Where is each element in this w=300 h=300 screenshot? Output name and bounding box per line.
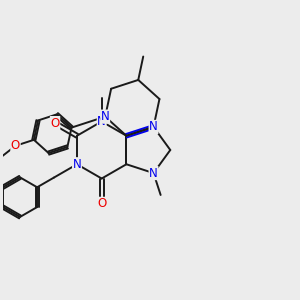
Text: N: N: [97, 115, 106, 128]
Text: O: O: [11, 139, 20, 152]
Text: N: N: [149, 167, 158, 180]
Text: N: N: [101, 110, 110, 123]
Text: O: O: [97, 197, 106, 210]
Text: N: N: [73, 158, 81, 171]
Text: N: N: [149, 120, 158, 134]
Text: O: O: [50, 117, 60, 130]
